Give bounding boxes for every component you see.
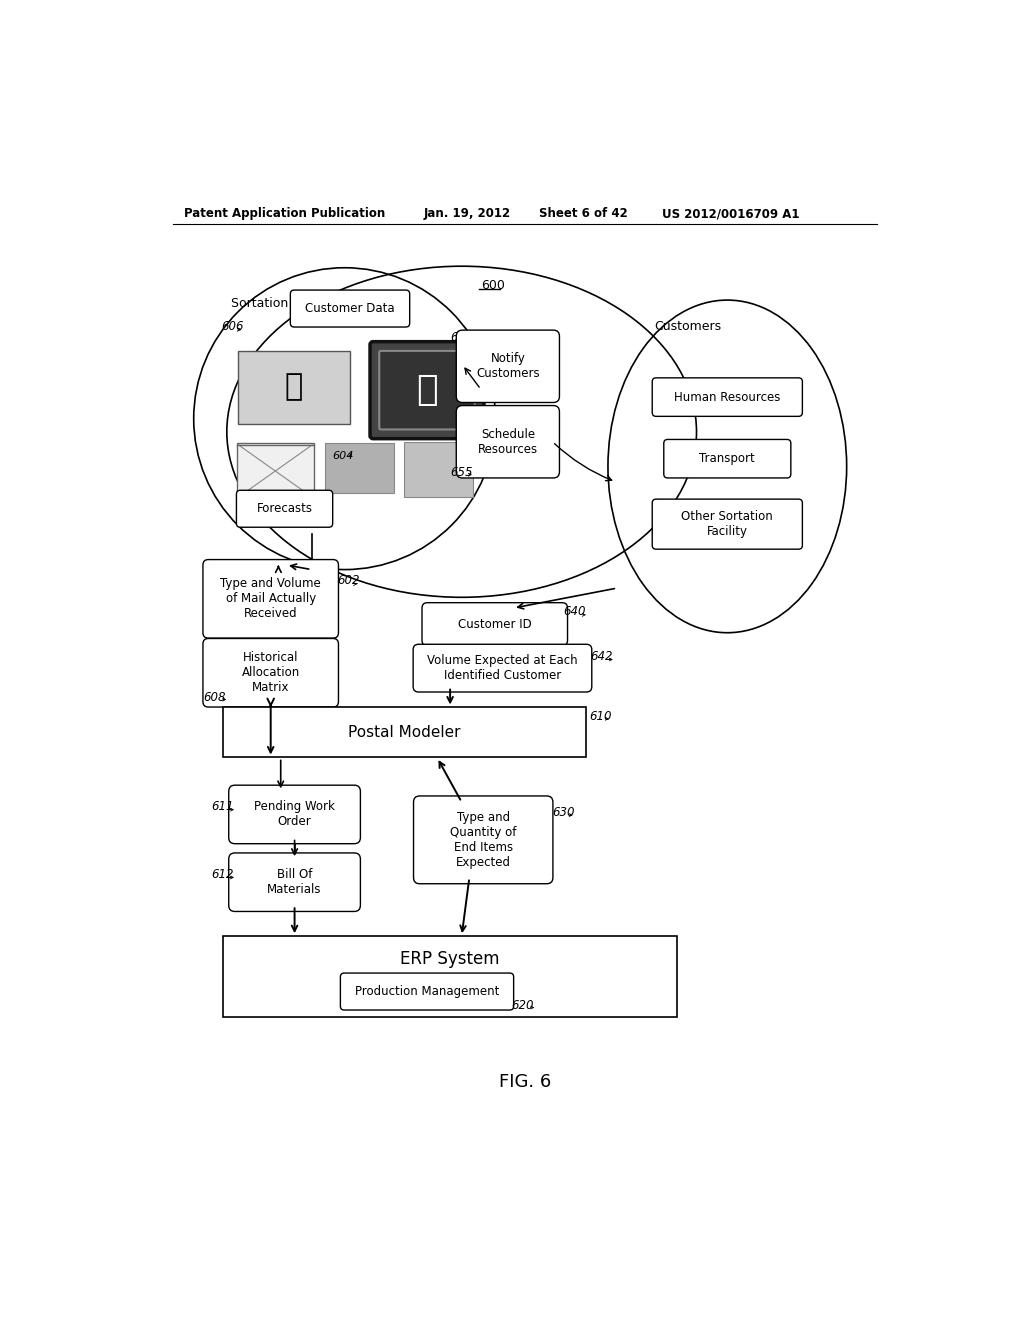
FancyBboxPatch shape — [203, 639, 339, 708]
FancyBboxPatch shape — [403, 442, 473, 498]
Text: 642: 642 — [590, 649, 612, 663]
Text: Postal Modeler: Postal Modeler — [348, 725, 461, 739]
Text: Volume Expected at Each
Identified Customer: Volume Expected at Each Identified Custo… — [427, 655, 578, 682]
Text: Jan. 19, 2012: Jan. 19, 2012 — [423, 207, 510, 220]
FancyBboxPatch shape — [457, 330, 559, 403]
Text: Customer ID: Customer ID — [458, 618, 531, 631]
FancyBboxPatch shape — [414, 796, 553, 884]
FancyBboxPatch shape — [291, 290, 410, 327]
FancyBboxPatch shape — [228, 785, 360, 843]
Text: Customer Data: Customer Data — [305, 302, 395, 315]
Text: 650: 650 — [451, 330, 473, 343]
Text: 602: 602 — [337, 574, 359, 587]
Text: 608: 608 — [204, 690, 226, 704]
FancyBboxPatch shape — [228, 853, 360, 911]
Text: US 2012/0016709 A1: US 2012/0016709 A1 — [662, 207, 800, 220]
FancyBboxPatch shape — [379, 351, 475, 429]
FancyBboxPatch shape — [652, 499, 803, 549]
FancyBboxPatch shape — [652, 378, 803, 416]
FancyBboxPatch shape — [664, 440, 791, 478]
FancyBboxPatch shape — [340, 973, 514, 1010]
Text: Notify
Customers: Notify Customers — [476, 352, 540, 380]
FancyBboxPatch shape — [237, 444, 313, 499]
Text: 604: 604 — [333, 451, 353, 462]
Bar — [223, 708, 587, 758]
Text: 612: 612 — [211, 869, 233, 880]
Text: 600: 600 — [481, 279, 505, 292]
FancyBboxPatch shape — [325, 444, 394, 494]
Text: Type and Volume
of Mail Actually
Received: Type and Volume of Mail Actually Receive… — [220, 577, 322, 620]
Text: 606: 606 — [221, 319, 244, 333]
Text: Patent Application Publication: Patent Application Publication — [184, 207, 386, 220]
Text: 📱: 📱 — [416, 374, 438, 407]
Text: 640: 640 — [563, 606, 586, 619]
Text: 630: 630 — [553, 805, 575, 818]
Text: 610: 610 — [590, 710, 612, 723]
Text: Sortation Facility: Sortation Facility — [230, 297, 336, 310]
Text: Bill Of
Materials: Bill Of Materials — [267, 869, 322, 896]
Text: Type and
Quantity of
End Items
Expected: Type and Quantity of End Items Expected — [450, 810, 516, 869]
Text: FIG. 6: FIG. 6 — [499, 1073, 551, 1092]
FancyBboxPatch shape — [457, 405, 559, 478]
Text: ERP System: ERP System — [400, 950, 500, 968]
FancyBboxPatch shape — [413, 644, 592, 692]
FancyBboxPatch shape — [239, 351, 350, 424]
Text: Historical
Allocation
Matrix: Historical Allocation Matrix — [242, 651, 300, 694]
Text: Transport: Transport — [699, 453, 755, 465]
Text: Schedule
Resources: Schedule Resources — [478, 428, 538, 455]
Text: Production Management: Production Management — [355, 985, 499, 998]
Text: Sheet 6 of 42: Sheet 6 of 42 — [539, 207, 628, 220]
Text: 620: 620 — [512, 999, 535, 1012]
FancyBboxPatch shape — [237, 490, 333, 527]
Text: 611: 611 — [211, 800, 233, 813]
Text: Customers: Customers — [654, 319, 721, 333]
Text: Human Resources: Human Resources — [674, 391, 780, 404]
Text: 🚚: 🚚 — [285, 372, 303, 401]
Bar — [223, 936, 677, 1016]
Text: Forecasts: Forecasts — [257, 502, 312, 515]
FancyBboxPatch shape — [422, 603, 567, 645]
FancyBboxPatch shape — [203, 560, 339, 638]
Text: 655: 655 — [451, 466, 473, 479]
Text: Other Sortation
Facility: Other Sortation Facility — [681, 510, 773, 539]
Text: Pending Work
Order: Pending Work Order — [254, 800, 335, 829]
FancyBboxPatch shape — [370, 342, 484, 438]
